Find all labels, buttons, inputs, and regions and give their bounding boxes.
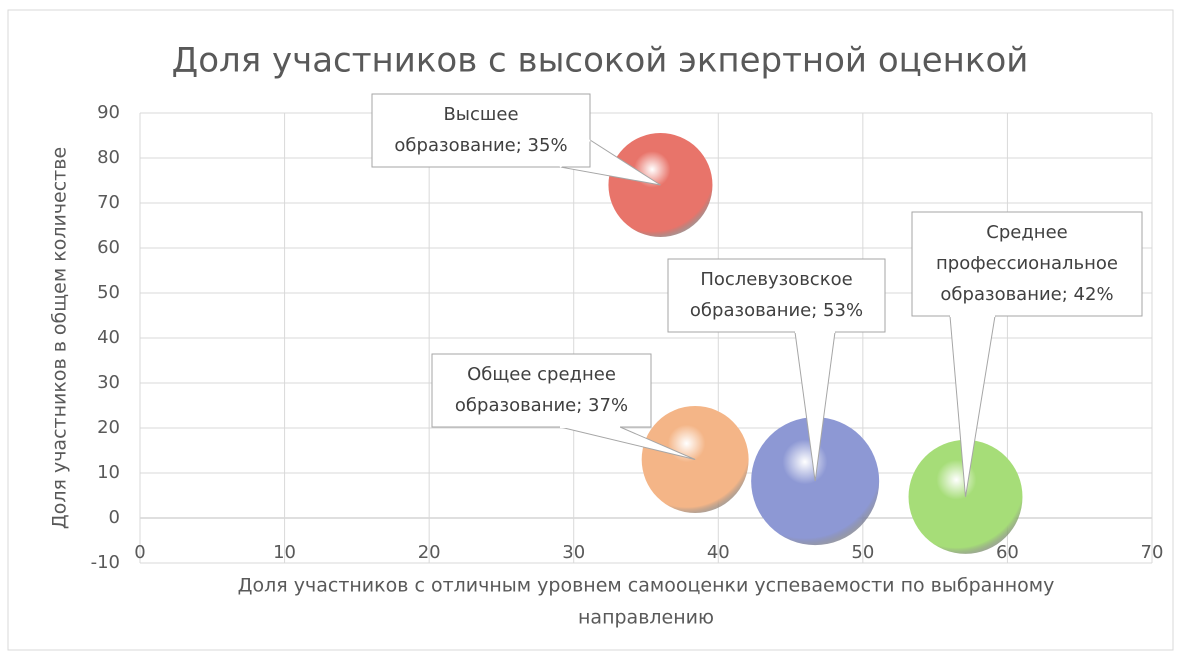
x-tick-label: 60 (996, 542, 1019, 563)
x-tick-label: 10 (273, 542, 296, 563)
data-label: Среднее (986, 222, 1067, 243)
x-tick-label: 20 (418, 542, 441, 563)
y-tick-label: 30 (97, 372, 120, 393)
callout-box (667, 258, 886, 333)
callout-box (431, 353, 652, 428)
data-label: Послевузовское (700, 269, 852, 290)
y-tick-label: 50 (97, 282, 120, 303)
data-label: образование; 53% (690, 300, 863, 321)
x-tick-label: 50 (851, 542, 874, 563)
data-label: Общее среднее (467, 364, 616, 385)
data-label: профессиональное (936, 253, 1118, 274)
y-tick-label: 90 (97, 102, 120, 123)
callout-box (911, 211, 1143, 317)
y-tick-label: 80 (97, 147, 120, 168)
x-tick-label: 30 (562, 542, 585, 563)
x-axis-title: Доля участников с отличным уровнем самоо… (238, 575, 1055, 597)
y-tick-label: 20 (97, 417, 120, 438)
data-label: образование; 42% (940, 284, 1113, 305)
y-tick-label: 0 (109, 507, 120, 528)
y-axis-title: Доля участников в общем количестве (49, 147, 71, 529)
y-tick-label: -10 (91, 552, 120, 573)
y-tick-label: 70 (97, 192, 120, 213)
callout-box (371, 93, 591, 168)
data-label: образование; 35% (394, 135, 567, 156)
x-tick-label: 70 (1141, 542, 1164, 563)
y-tick-label: 40 (97, 327, 120, 348)
x-axis-title: направлению (578, 607, 714, 629)
y-tick-label: 60 (97, 237, 120, 258)
data-label: Высшее (443, 104, 518, 125)
chart-title: Доля участников с высокой экпертной оцен… (172, 41, 1029, 81)
y-tick-label: 10 (97, 462, 120, 483)
data-label: образование; 37% (455, 395, 628, 416)
x-tick-label: 0 (134, 542, 145, 563)
callout-join (559, 139, 591, 168)
x-tick-label: 40 (707, 542, 730, 563)
